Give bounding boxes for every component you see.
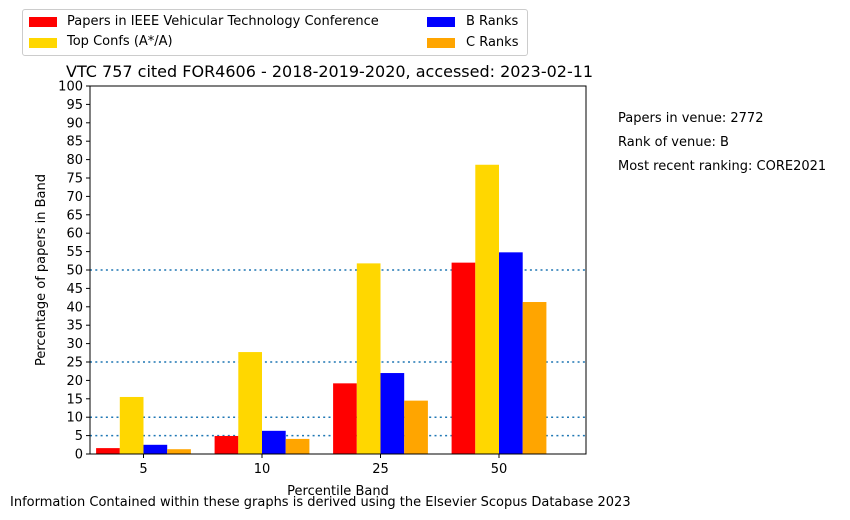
bar (262, 430, 286, 454)
y-tick-label: 90 (66, 116, 83, 131)
y-tick-label: 80 (66, 153, 83, 168)
info-papers: Papers in venue: 2772 (618, 111, 764, 126)
x-axis-label: Percentile Band (287, 484, 389, 499)
bar (119, 396, 144, 454)
bar (522, 302, 547, 454)
y-tick-label: 60 (66, 227, 83, 242)
legend: Papers in IEEE Vehicular Technology Conf… (22, 9, 528, 56)
legend-swatch-gold (29, 38, 57, 48)
y-tick-label: 75 (66, 172, 83, 187)
bar (333, 383, 357, 454)
legend-label-venue: Papers in IEEE Vehicular Technology Conf… (67, 14, 379, 29)
y-tick-label: 5 (75, 429, 83, 444)
bar (356, 263, 381, 454)
y-tick-label: 45 (66, 282, 83, 297)
x-tick-label: 5 (139, 462, 147, 477)
bar (214, 435, 239, 454)
y-tick-label: 100 (58, 80, 83, 95)
y-axis: 0 5 10 15 20 25 30 35 40 45 50 55 60 65 70 75 80 85 90 95 10… (58, 80, 90, 463)
bars (96, 164, 547, 454)
legend-label-b: B Ranks (466, 14, 519, 29)
bar (238, 352, 262, 454)
y-tick-label: 40 (66, 300, 83, 315)
info-rank: Rank of venue: B (618, 135, 729, 150)
y-tick-label: 70 (66, 190, 83, 205)
bar (451, 262, 476, 454)
y-tick-label: 55 (66, 245, 83, 260)
legend-label-top: Top Confs (A*/A) (67, 34, 173, 49)
chart-title: VTC 757 cited FOR4606 - 2018-2019-2020, … (66, 62, 594, 81)
y-tick-label: 20 (66, 374, 83, 389)
bar (285, 438, 310, 454)
legend-swatch-red (29, 17, 57, 27)
bar (143, 444, 168, 454)
y-tick-label: 85 (66, 135, 83, 150)
y-tick-label: 50 (66, 264, 83, 279)
bar (380, 373, 405, 454)
legend-label-c: C Ranks (466, 35, 519, 50)
x-tick-label: 10 (254, 462, 271, 477)
x-axis: 5 10 25 50 (139, 454, 507, 477)
info-recent-ranking: Most recent ranking: CORE2021 (618, 159, 827, 174)
y-tick-label: 35 (66, 319, 83, 334)
y-tick-label: 25 (66, 356, 83, 371)
y-tick-label: 0 (75, 448, 83, 463)
y-tick-label: 65 (66, 208, 83, 223)
y-tick-label: 15 (66, 392, 83, 407)
bar (475, 164, 499, 454)
bar (404, 400, 428, 454)
y-tick-label: 95 (66, 98, 83, 113)
bar (96, 448, 120, 454)
x-tick-label: 25 (372, 462, 389, 477)
legend-swatch-orange (427, 38, 455, 48)
bar (499, 252, 523, 454)
legend-swatch-blue (427, 17, 455, 27)
y-tick-label: 30 (66, 337, 83, 352)
footer-note: Information Contained within these graph… (10, 495, 631, 510)
y-axis-label: Percentage of papers in Band (34, 174, 49, 366)
x-tick-label: 50 (491, 462, 508, 477)
y-tick-label: 10 (66, 411, 83, 426)
bar (167, 449, 191, 454)
